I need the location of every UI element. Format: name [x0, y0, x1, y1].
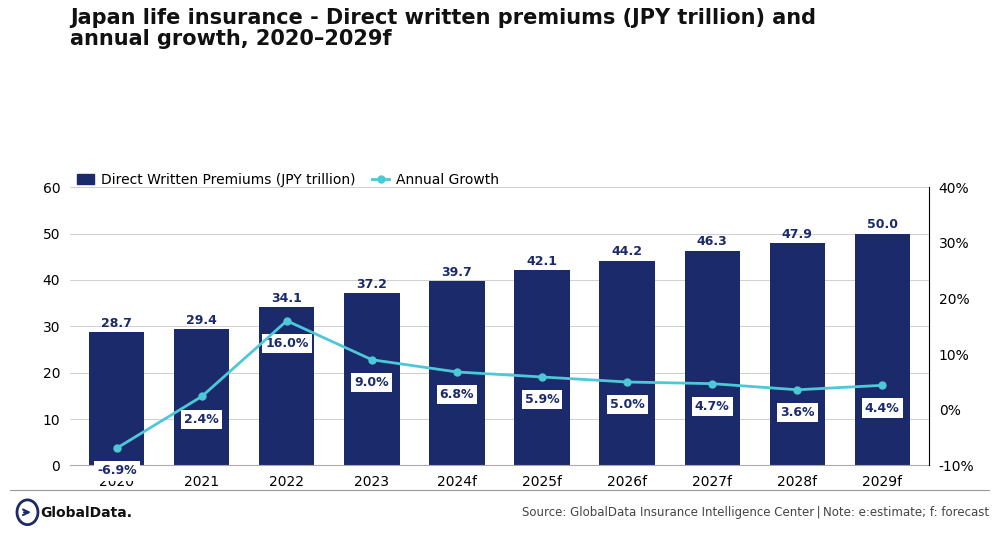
Text: 50.0: 50.0 [867, 218, 898, 231]
Text: -6.9%: -6.9% [97, 464, 137, 477]
Bar [174, 329, 230, 465]
Text: 4.7%: 4.7% [694, 400, 729, 413]
Bar [854, 234, 910, 465]
Text: Source: GlobalData Insurance Intelligence Center | Note: e:estimate; f: forecast: Source: GlobalData Insurance Intelligenc… [521, 506, 989, 519]
Text: 2.4%: 2.4% [185, 412, 219, 426]
Text: 39.7: 39.7 [442, 266, 473, 279]
Legend: Direct Written Premiums (JPY trillion), Annual Growth: Direct Written Premiums (JPY trillion), … [72, 167, 504, 193]
Text: 16.0%: 16.0% [265, 337, 309, 350]
Bar [769, 243, 825, 465]
Text: 5.9%: 5.9% [524, 393, 559, 406]
Text: 46.3: 46.3 [696, 235, 727, 248]
Bar [89, 332, 145, 465]
Text: 5.0%: 5.0% [609, 398, 644, 411]
Bar [259, 307, 315, 465]
Text: Japan life insurance - Direct written premiums (JPY trillion) and: Japan life insurance - Direct written pr… [70, 8, 816, 28]
Text: GlobalData.: GlobalData. [40, 506, 132, 519]
Text: 42.1: 42.1 [526, 255, 557, 268]
Bar [684, 251, 740, 465]
Text: 47.9: 47.9 [782, 228, 812, 241]
Text: 3.6%: 3.6% [780, 406, 814, 419]
Text: 37.2: 37.2 [357, 278, 388, 291]
Text: 28.7: 28.7 [101, 317, 132, 330]
Text: 9.0%: 9.0% [355, 376, 390, 389]
Text: 6.8%: 6.8% [440, 388, 475, 401]
Bar [514, 270, 569, 465]
Text: 4.4%: 4.4% [865, 402, 900, 415]
Text: annual growth, 2020–2029f: annual growth, 2020–2029f [70, 29, 392, 49]
Text: 34.1: 34.1 [272, 292, 303, 305]
Bar [599, 261, 654, 465]
Text: 29.4: 29.4 [187, 314, 217, 327]
Bar [430, 281, 485, 465]
Bar [345, 293, 400, 465]
Text: 44.2: 44.2 [611, 245, 642, 258]
